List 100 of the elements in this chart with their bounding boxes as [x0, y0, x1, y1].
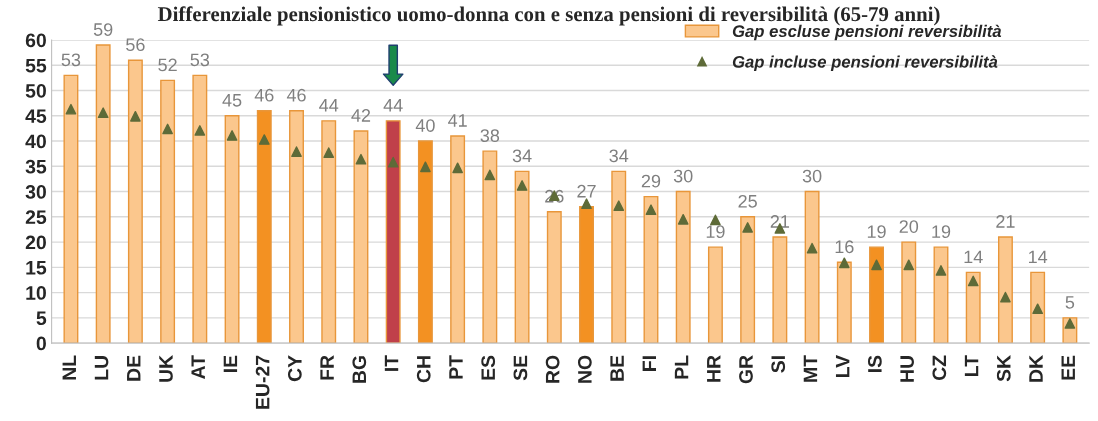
point [1032, 303, 1044, 315]
data-label: 29 [641, 174, 661, 188]
legend-label: Gap escluse pensioni reversibilità [732, 24, 1002, 41]
point [323, 147, 335, 159]
bar [965, 271, 981, 344]
data-label: 30 [673, 169, 693, 183]
data-label: 38 [480, 129, 500, 143]
bar [707, 246, 723, 344]
point [581, 198, 592, 210]
legend-label: Gap incluse pensioni reversibilità [732, 55, 998, 72]
bar [643, 195, 659, 344]
data-label: 45 [222, 94, 242, 107]
point [65, 103, 77, 115]
x-tick-label: MT [803, 355, 818, 382]
point [742, 222, 753, 233]
bar [127, 59, 143, 344]
bar [869, 246, 885, 344]
point [387, 156, 399, 168]
x-tick-label: PT [449, 355, 463, 379]
y-tick-label: 0 [36, 336, 46, 351]
data-label: 40 [415, 119, 435, 132]
point [710, 214, 721, 226]
y-tick-label: 45 [25, 109, 47, 124]
x-tick-label: BG [352, 356, 367, 383]
point [162, 123, 173, 135]
y-tick-label: 50 [25, 83, 46, 98]
point [194, 125, 206, 136]
data-label: 44 [383, 99, 403, 112]
data-label: 42 [351, 109, 371, 122]
x-tick-label: EU-27 [255, 355, 270, 409]
data-label: 46 [254, 88, 274, 102]
point [484, 169, 496, 181]
bar [804, 190, 820, 344]
data-label: 53 [61, 53, 81, 67]
y-tick-label: 20 [25, 235, 46, 250]
bar [256, 110, 272, 344]
bar [95, 44, 111, 344]
point [935, 265, 947, 276]
x-tick-label: DE [127, 355, 141, 381]
data-label: 20 [899, 220, 919, 233]
bar [997, 236, 1013, 344]
point [677, 213, 689, 225]
data-label: 27 [577, 184, 596, 198]
x-tick-label: SK [996, 355, 1011, 382]
bar [579, 206, 594, 344]
data-label: 41 [448, 114, 467, 127]
x-tick-label: IS [867, 355, 882, 372]
bar [772, 236, 788, 344]
data-label: 19 [706, 225, 725, 238]
x-tick-label: LT [964, 355, 979, 376]
data-label: 30 [802, 169, 822, 183]
bar [385, 120, 401, 344]
bar [160, 79, 176, 344]
data-label: 34 [609, 149, 629, 163]
x-tick-label: HU [900, 356, 914, 382]
x-tick-label: LU [94, 356, 109, 380]
data-label: 19 [932, 225, 951, 238]
x-tick-label: RO [545, 355, 560, 383]
point [130, 110, 141, 122]
x-tick-label: UK [159, 355, 173, 382]
point [420, 161, 431, 173]
y-tick-label: 30 [25, 185, 46, 199]
data-label: 14 [1028, 250, 1048, 264]
bar [482, 150, 498, 344]
x-tick-label: IT [384, 355, 399, 371]
bar [1030, 271, 1046, 344]
x-tick-label: PL [674, 355, 689, 379]
point [645, 204, 657, 216]
point [226, 130, 238, 141]
bar [192, 74, 208, 344]
point [1064, 318, 1076, 329]
point [291, 146, 302, 157]
data-label: 16 [835, 240, 854, 254]
y-tick-label: 60 [25, 33, 46, 48]
x-tick-label: CY [287, 355, 302, 382]
bar [63, 74, 79, 344]
point [355, 153, 367, 165]
point [806, 242, 818, 254]
bar [353, 130, 369, 344]
x-tick-label: SE [513, 355, 528, 381]
point [967, 275, 979, 287]
point [516, 180, 528, 191]
data-label: 52 [158, 58, 177, 72]
point [1000, 291, 1011, 303]
x-tick-label: AT [191, 355, 205, 379]
data-label: 34 [512, 149, 532, 163]
bar [450, 135, 466, 344]
x-tick-label: GR [739, 355, 753, 384]
data-label: 25 [738, 194, 757, 208]
bar [417, 140, 433, 344]
y-tick-label: 5 [36, 311, 47, 326]
x-tick-label: HR [707, 355, 721, 382]
bar [514, 170, 530, 344]
point [97, 107, 109, 119]
y-tick-label: 35 [25, 159, 47, 174]
y-tick-label: 40 [25, 134, 46, 149]
point [613, 200, 625, 212]
x-tick-label: ES [481, 355, 496, 380]
data-label: 21 [770, 215, 790, 228]
x-tick-label: NO [577, 355, 592, 383]
